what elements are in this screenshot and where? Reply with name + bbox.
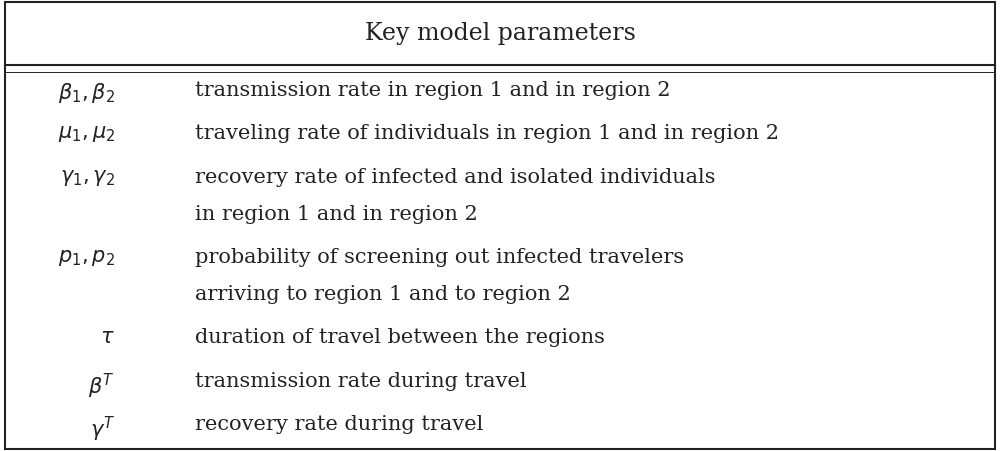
Text: Key model parameters: Key model parameters: [365, 23, 635, 45]
Text: arriving to region 1 and to region 2: arriving to region 1 and to region 2: [195, 285, 571, 304]
Text: in region 1 and in region 2: in region 1 and in region 2: [195, 205, 478, 224]
Text: duration of travel between the regions: duration of travel between the regions: [195, 328, 605, 347]
Text: $\tau$: $\tau$: [100, 328, 115, 347]
Text: $p_1, p_2$: $p_1, p_2$: [58, 248, 115, 268]
Text: probability of screening out infected travelers: probability of screening out infected tr…: [195, 248, 684, 267]
Text: $\gamma^T$: $\gamma^T$: [90, 415, 115, 444]
Text: traveling rate of individuals in region 1 and in region 2: traveling rate of individuals in region …: [195, 124, 779, 143]
Text: transmission rate during travel: transmission rate during travel: [195, 372, 527, 391]
Text: $\beta_1, \beta_2$: $\beta_1, \beta_2$: [58, 81, 115, 105]
Text: $\mu_1, \mu_2$: $\mu_1, \mu_2$: [58, 124, 115, 144]
Text: recovery rate during travel: recovery rate during travel: [195, 415, 483, 434]
Text: $\gamma_1, \gamma_2$: $\gamma_1, \gamma_2$: [60, 168, 115, 188]
Text: recovery rate of infected and isolated individuals: recovery rate of infected and isolated i…: [195, 168, 716, 187]
Text: transmission rate in region 1 and in region 2: transmission rate in region 1 and in reg…: [195, 81, 670, 100]
Text: $\beta^T$: $\beta^T$: [88, 372, 115, 401]
